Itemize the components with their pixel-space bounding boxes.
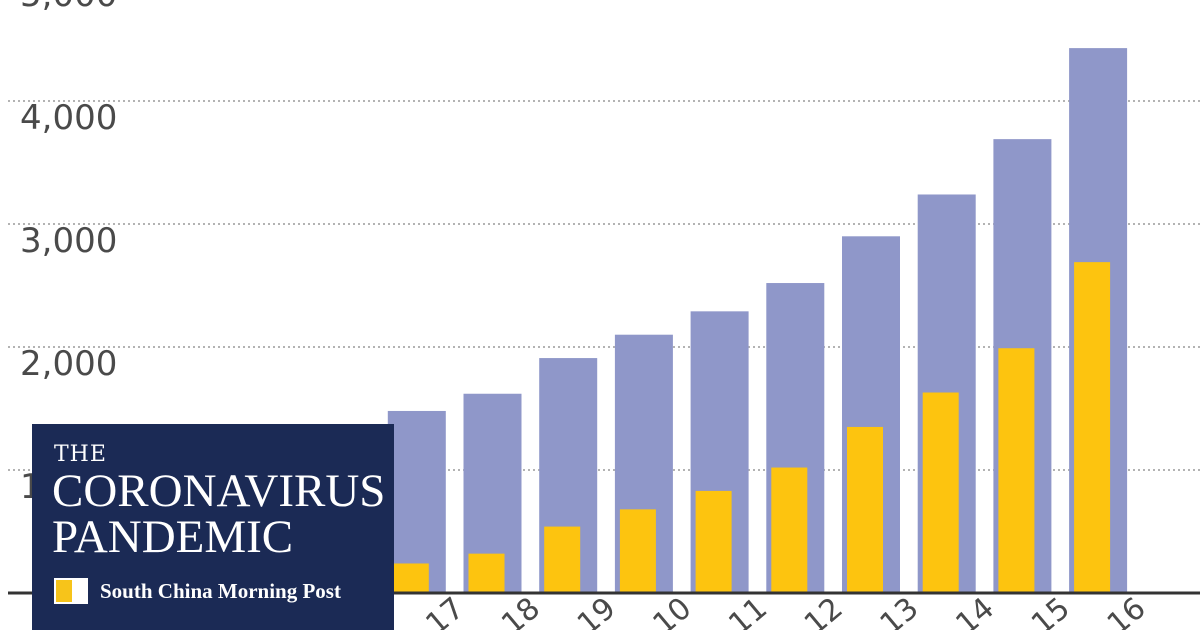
bar-series-2 xyxy=(922,392,959,593)
x-tick-label: 17 xyxy=(419,591,471,630)
x-tick-label: 12 xyxy=(798,591,850,630)
banner-title-line-2: PANDEMIC xyxy=(52,511,294,563)
x-tick-label: 13 xyxy=(874,591,926,630)
bar-series-2 xyxy=(998,348,1035,593)
bar-series-2 xyxy=(544,526,581,593)
y-tick-label: 5,000 xyxy=(20,0,117,15)
x-tick-label: 14 xyxy=(949,591,1001,630)
y-tick-label: 4,000 xyxy=(20,98,117,138)
x-tick-label: 10 xyxy=(647,591,699,630)
bar-series-2 xyxy=(771,467,808,593)
x-tick-label: 16 xyxy=(1101,591,1153,630)
brand-name: South China Morning Post xyxy=(100,578,341,603)
y-tick-label: 3,000 xyxy=(20,221,117,261)
x-tick-label: 15 xyxy=(1025,591,1077,630)
x-tick-label: 11 xyxy=(722,591,774,630)
bar-series-2 xyxy=(847,426,883,593)
banner-title-line-1: CORONAVIRUS xyxy=(52,465,386,517)
banner-title: CORONAVIRUS PANDEMIC xyxy=(52,465,386,563)
bar-series-2 xyxy=(468,553,505,593)
bar-series-2 xyxy=(695,490,732,593)
banner-kicker: THE xyxy=(54,442,107,467)
scmp-logo-icon xyxy=(54,578,88,604)
y-tick-label: 2,000 xyxy=(20,344,117,384)
bar-series-2 xyxy=(619,509,656,593)
x-tick-label: 18 xyxy=(495,591,547,630)
gridlines xyxy=(8,100,1200,471)
bar-series-2 xyxy=(392,563,429,593)
bar-series-2 xyxy=(1074,262,1111,593)
bar-series-1 xyxy=(387,410,446,593)
coronavirus-pandemic-banner[interactable]: THE CORONAVIRUS PANDEMIC South China Mor… xyxy=(32,424,394,630)
scmp-brand[interactable]: South China Morning Post xyxy=(54,576,341,606)
x-tick-label: 19 xyxy=(571,591,623,630)
